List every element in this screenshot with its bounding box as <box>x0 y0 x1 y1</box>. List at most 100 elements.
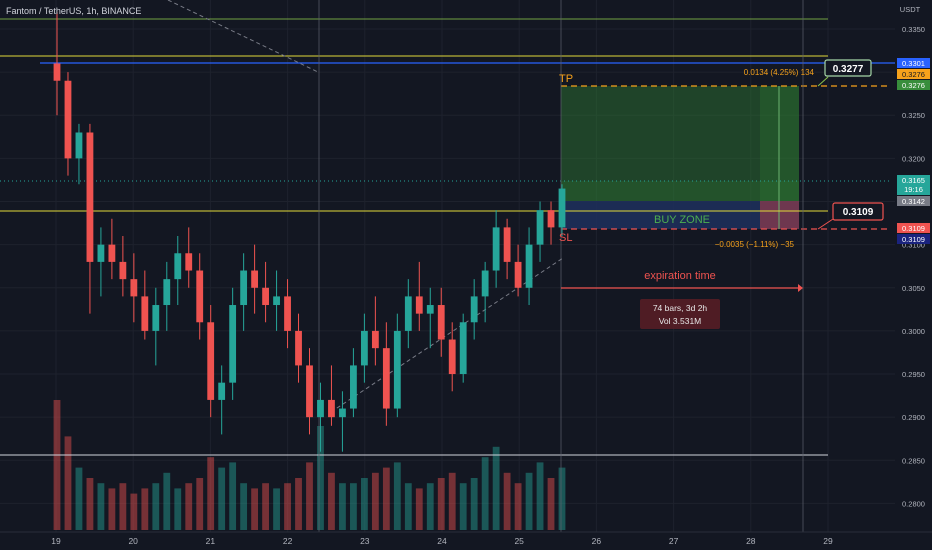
candle-body <box>64 80 72 159</box>
volume-bar <box>415 488 423 530</box>
candle-body <box>547 210 555 228</box>
candle-body <box>448 339 456 375</box>
candle-body <box>514 261 522 288</box>
candle-body <box>251 270 259 288</box>
candle-body <box>97 244 105 262</box>
sl-callout-box[interactable] <box>832 202 884 221</box>
time-tick-label: 26 <box>592 536 602 546</box>
tp-orange-badge <box>897 69 930 79</box>
volume-bar <box>229 462 237 530</box>
volume-bar <box>525 472 533 530</box>
time-tick-label: 20 <box>128 536 138 546</box>
sl-stats-label: −0.0035 (−1.11%) −35 <box>715 240 795 249</box>
candle-body <box>53 63 61 81</box>
volume-bar <box>295 478 302 530</box>
volume-bar <box>196 478 204 530</box>
tp-label: TP <box>559 73 573 85</box>
volume-bar <box>306 462 313 530</box>
volume-bar <box>317 426 324 530</box>
tp-stats-label: 0.0134 (4.25%) 134 <box>744 68 815 77</box>
ascending-trendline[interactable] <box>330 257 564 413</box>
candle-body <box>130 279 138 297</box>
volume-bar <box>284 483 291 530</box>
candle-body <box>152 305 160 331</box>
tp-callout-box[interactable] <box>824 59 872 77</box>
candle-body <box>306 365 313 418</box>
volume-bar <box>218 467 226 530</box>
volume-bar <box>514 483 522 530</box>
time-tick-label: 19 <box>51 536 61 546</box>
candle-body <box>437 305 445 340</box>
candle-body <box>75 132 83 159</box>
candle-body <box>360 330 368 366</box>
time-tick-label: 27 <box>669 536 679 546</box>
sl-label: SL <box>559 232 572 244</box>
candle-body <box>295 330 302 366</box>
candle-body <box>382 348 390 409</box>
volume-bar <box>558 467 566 530</box>
volume-bar <box>437 478 445 530</box>
candle-body <box>108 244 116 262</box>
candle-body <box>404 296 412 331</box>
svg-text:0.3165: 0.3165 <box>902 176 925 185</box>
candle-body <box>503 227 511 262</box>
volume-bar <box>360 478 368 530</box>
volume-bar <box>108 488 116 530</box>
volume-bar <box>64 436 72 530</box>
buy-zone-label: BUY ZONE <box>654 214 710 226</box>
candle-body <box>459 322 467 375</box>
candle-body <box>371 330 379 349</box>
candle-body <box>393 330 401 409</box>
candle-body <box>525 244 533 288</box>
price-tick-label: 0.3200 <box>902 154 925 163</box>
volume-bar <box>448 472 456 530</box>
candle-body <box>284 296 291 331</box>
svg-text:0.3301: 0.3301 <box>902 59 925 68</box>
volume-bar <box>207 457 215 530</box>
candle-body <box>163 279 171 306</box>
time-tick-label: 29 <box>823 536 833 546</box>
profit-zone-inner <box>561 181 799 201</box>
volume-bar <box>350 483 357 530</box>
price-tick-label: 0.2900 <box>902 413 925 422</box>
time-tick-label: 21 <box>206 536 216 546</box>
last-price-badge <box>897 175 930 195</box>
volume-bar <box>119 483 127 530</box>
candle-body <box>426 305 434 314</box>
volume-bar <box>141 488 149 530</box>
time-tick-label: 22 <box>283 536 293 546</box>
price-tick-label: 0.2950 <box>902 370 925 379</box>
expiration-label: expiration time <box>644 270 716 282</box>
long-position-tool[interactable] <box>561 86 799 229</box>
expiration-arrow-head <box>798 284 803 292</box>
time-tick-label: 28 <box>746 536 756 546</box>
price-axis[interactable] <box>895 0 932 532</box>
volume-bar <box>86 478 94 530</box>
candle-body <box>415 296 423 314</box>
candle-body <box>536 210 544 245</box>
volume-bar <box>75 467 83 530</box>
candle-body <box>174 253 182 280</box>
candle-body <box>328 399 335 418</box>
candle-body <box>229 305 237 383</box>
time-axis[interactable]: 19 20 21 22 23 24 25 26 27 28 29 <box>51 536 833 546</box>
svg-text:0.3109: 0.3109 <box>902 235 925 244</box>
sl-callout-pointer <box>817 218 834 230</box>
svg-text:0.3142: 0.3142 <box>902 197 925 206</box>
candle-body <box>185 253 193 271</box>
sl-callout-value: 0.3109 <box>843 207 874 218</box>
candle-body <box>119 261 127 280</box>
candle-body <box>240 270 248 306</box>
candle-countdown: 19:16 <box>904 185 923 194</box>
volume-bar <box>481 457 489 530</box>
volume-bar <box>97 483 105 530</box>
price-tick-label: 0.3000 <box>902 327 925 336</box>
sl-red-badge <box>897 223 930 233</box>
candle-body <box>262 287 269 306</box>
range-stats-box <box>640 299 720 329</box>
volume-bar <box>273 488 280 530</box>
volume-bar <box>393 462 401 530</box>
